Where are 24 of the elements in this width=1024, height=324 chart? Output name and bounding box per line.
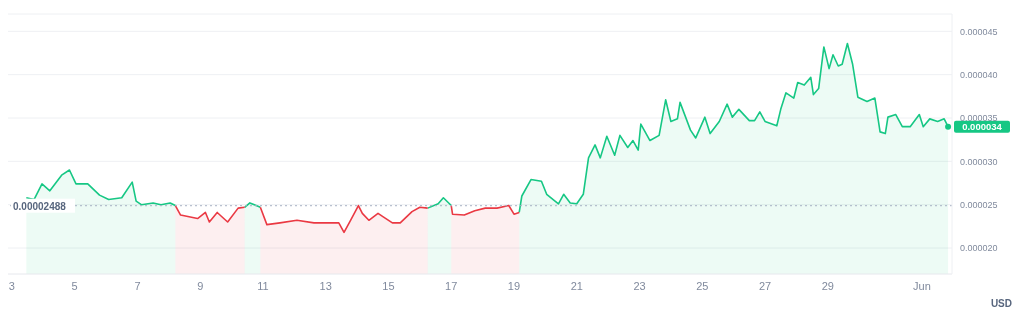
x-tick-label: 25 [696, 279, 709, 292]
y-tick-label: 0.000040 [960, 69, 998, 80]
x-tick-label: 15 [382, 279, 395, 292]
text: USD [990, 298, 1012, 309]
x-tick-label: 5 [71, 279, 78, 292]
x-tick-label: 17 [445, 279, 458, 292]
x-tick-label: 9 [197, 279, 204, 292]
ref-line-label: 0.00002488 [13, 200, 67, 212]
x-tick-label: 21 [570, 279, 583, 292]
x-tick-label: 27 [758, 279, 772, 292]
x-tick-label: 7 [134, 279, 141, 292]
y-tick-label: 0.000045 [960, 26, 998, 37]
annotation: 0.000034 [962, 121, 1003, 133]
x-tick-label: 19 [507, 279, 521, 292]
y-tick-label: 0.000020 [960, 243, 998, 254]
x-tick-label: 3 [8, 279, 15, 292]
x-tick-label: 23 [633, 279, 646, 292]
x-tick-label: 11 [257, 279, 269, 292]
x-tick-label: 13 [319, 279, 332, 292]
y-tick-label: 0.000030 [960, 156, 998, 167]
x-tick-label: Jun [913, 279, 931, 292]
x-tick-label: 29 [821, 279, 834, 292]
y-tick-label: 0.000025 [960, 199, 998, 210]
y-tick-label: 0.000035 [960, 113, 998, 124]
